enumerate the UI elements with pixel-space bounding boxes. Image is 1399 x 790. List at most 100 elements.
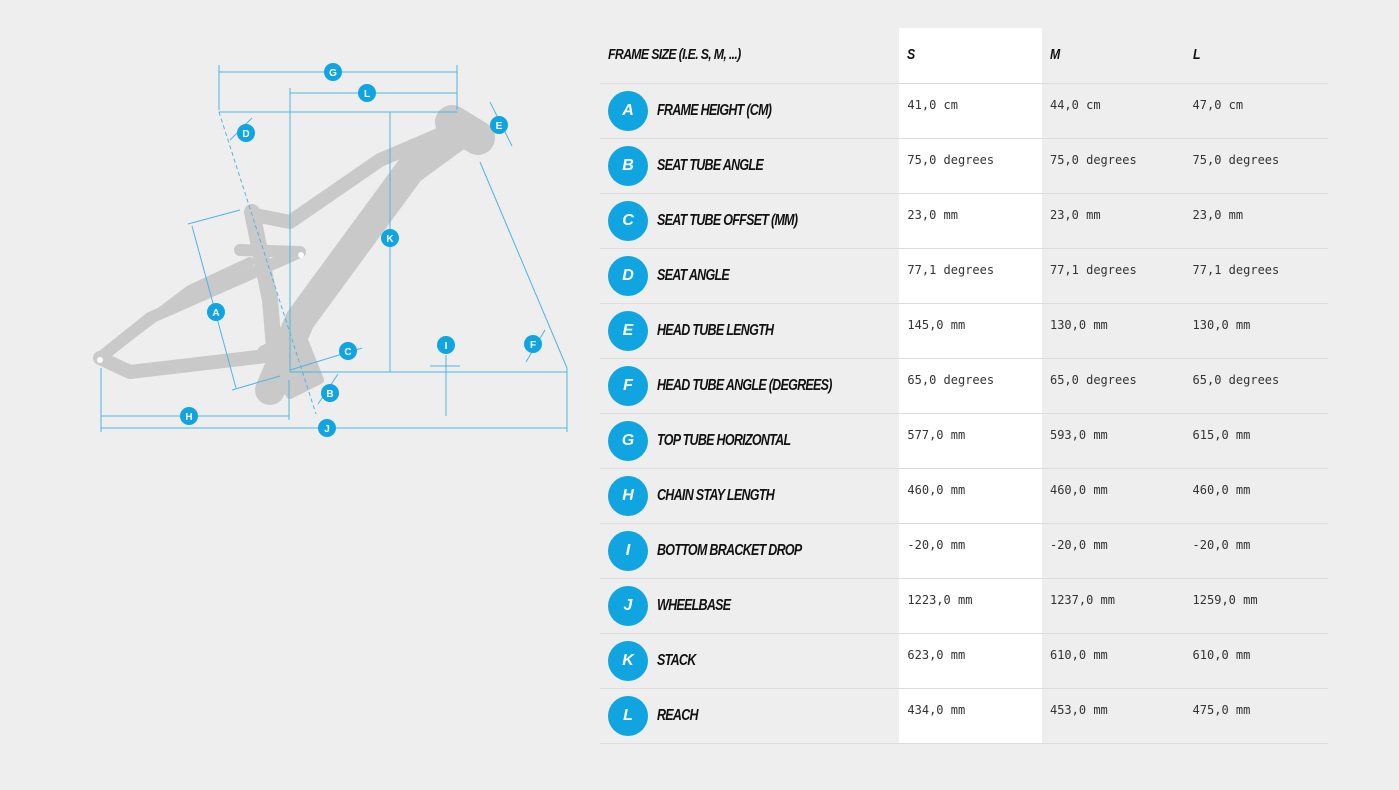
table-row: L REACH 434,0 mm 453,0 mm 475,0 mm — [600, 688, 1328, 743]
marker-c: C — [339, 342, 357, 360]
row-label: G TOP TUBE HORIZONTAL — [600, 413, 899, 468]
frame-geometry-diagram: G L D E K A C I F B H J — [93, 63, 568, 437]
row-label-wrap: K STACK — [608, 640, 899, 681]
svg-text:E: E — [496, 121, 503, 132]
value-size-l: 77,1 degrees — [1192, 262, 1280, 277]
table-row: J WHEELBASE 1223,0 mm 1237,0 mm 1259,0 mm — [600, 578, 1328, 633]
marker-h: H — [180, 407, 198, 425]
marker-b: B — [321, 384, 339, 402]
value-size-s: 145,0 mm — [899, 303, 1042, 358]
letter-badge: G — [608, 420, 648, 461]
marker-i: I — [437, 336, 455, 354]
letter-badge: F — [608, 365, 648, 406]
table-row: G TOP TUBE HORIZONTAL 577,0 mm 593,0 mm 615,… — [600, 413, 1328, 468]
svg-text:F: F — [530, 340, 536, 351]
value-size-l: 23,0 mm — [1192, 207, 1244, 222]
value-size-m: 23,0 mm — [1049, 207, 1101, 222]
measurement-name: WHEELBASE — [657, 596, 731, 614]
marker-e: E — [490, 116, 508, 134]
row-label: I BOTTOM BRACKET DROP — [600, 523, 899, 578]
value-size-l: 460,0 mm — [1192, 482, 1251, 497]
letter-badge: B — [608, 145, 648, 186]
letter-badge: H — [608, 475, 648, 516]
row-label: C SEAT TUBE OFFSET (MM) — [600, 193, 899, 248]
table-row: E HEAD TUBE LENGTH 145,0 mm 130,0 mm 130,0 m… — [600, 303, 1328, 358]
measurement-name: REACH — [657, 706, 699, 724]
marker-k: K — [381, 229, 399, 247]
row-label: J WHEELBASE — [600, 578, 899, 633]
measurement-name: SEAT TUBE ANGLE — [657, 156, 764, 174]
value-size-l: 47,0 cm — [1192, 97, 1244, 112]
geometry-table: FRAME SIZE (I.E. S, M, ...) S M L A FRAME… — [600, 28, 1328, 744]
measurement-name: FRAME HEIGHT (CM) — [657, 101, 772, 119]
size-s-header: S — [899, 28, 1042, 83]
svg-text:C: C — [344, 347, 351, 358]
value-size-m: 453,0 mm — [1049, 702, 1108, 717]
row-label: K STACK — [600, 633, 899, 688]
value-size-m: 77,1 degrees — [1049, 262, 1137, 277]
row-label-wrap: D SEAT ANGLE — [608, 255, 899, 296]
marker-a: A — [207, 303, 225, 321]
value-size-m: -20,0 mm — [1049, 537, 1108, 552]
svg-text:L: L — [364, 89, 370, 100]
letter-badge: A — [608, 90, 648, 131]
frame-size-header: FRAME SIZE (I.E. S, M, ...) — [608, 46, 741, 64]
geometry-table-body: A FRAME HEIGHT (CM) 41,0 cm 44,0 cm 47,0 cm B… — [600, 83, 1328, 743]
value-size-m: 593,0 mm — [1049, 427, 1108, 442]
value-size-m: 1237,0 mm — [1049, 592, 1115, 607]
value-size-s: 77,1 degrees — [899, 248, 1042, 303]
measurement-name: HEAD TUBE ANGLE (DEGREES) — [657, 376, 832, 394]
letter-badge: D — [608, 255, 648, 296]
marker-g: G — [324, 63, 342, 81]
size-m-header: M — [1049, 46, 1060, 64]
row-label-wrap: H CHAIN STAY LENGTH — [608, 475, 899, 516]
value-size-s: 65,0 degrees — [899, 358, 1042, 413]
row-label-wrap: E HEAD TUBE LENGTH — [608, 310, 899, 351]
measurement-name: TOP TUBE HORIZONTAL — [657, 431, 791, 449]
marker-j: J — [318, 419, 336, 437]
bike-frame-icon — [93, 105, 495, 405]
letter-badge: C — [608, 200, 648, 241]
table-row: D SEAT ANGLE 77,1 degrees 77,1 degrees 77,1 … — [600, 248, 1328, 303]
measurement-name: HEAD TUBE LENGTH — [657, 321, 774, 339]
row-label: A FRAME HEIGHT (CM) — [600, 83, 899, 138]
svg-text:K: K — [386, 234, 394, 245]
row-label-wrap: F HEAD TUBE ANGLE (DEGREES) — [608, 365, 899, 406]
pivot-icon — [298, 252, 304, 258]
value-size-s: 1223,0 mm — [899, 578, 1042, 633]
measurement-name: CHAIN STAY LENGTH — [657, 486, 775, 504]
row-label: H CHAIN STAY LENGTH — [600, 468, 899, 523]
row-label-wrap: B SEAT TUBE ANGLE — [608, 145, 899, 186]
value-size-l: 65,0 degrees — [1192, 372, 1280, 387]
value-size-s: 75,0 degrees — [899, 138, 1042, 193]
row-label-wrap: A FRAME HEIGHT (CM) — [608, 90, 899, 131]
value-size-m: 460,0 mm — [1049, 482, 1108, 497]
value-size-m: 75,0 degrees — [1049, 152, 1137, 167]
value-size-m: 44,0 cm — [1049, 97, 1101, 112]
svg-text:B: B — [326, 389, 333, 400]
letter-badge: E — [608, 310, 648, 351]
svg-text:A: A — [212, 308, 219, 319]
table-row: C SEAT TUBE OFFSET (MM) 23,0 mm 23,0 mm 23,0… — [600, 193, 1328, 248]
value-size-l: 1259,0 mm — [1192, 592, 1258, 607]
svg-text:I: I — [445, 341, 448, 352]
value-size-s: 460,0 mm — [899, 468, 1042, 523]
value-size-l: 130,0 mm — [1192, 317, 1251, 332]
measurement-name: STACK — [657, 651, 696, 669]
svg-text:D: D — [242, 129, 249, 140]
value-size-l: -20,0 mm — [1192, 537, 1251, 552]
measurement-name: SEAT ANGLE — [657, 266, 730, 284]
table-row: F HEAD TUBE ANGLE (DEGREES) 65,0 degrees 65… — [600, 358, 1328, 413]
value-size-m: 130,0 mm — [1049, 317, 1108, 332]
svg-text:H: H — [185, 412, 192, 423]
row-label: D SEAT ANGLE — [600, 248, 899, 303]
letter-badge: K — [608, 640, 648, 681]
value-size-l: 610,0 mm — [1192, 647, 1251, 662]
value-size-m: 610,0 mm — [1049, 647, 1108, 662]
row-label-wrap: C SEAT TUBE OFFSET (MM) — [608, 200, 899, 241]
row-label-wrap: I BOTTOM BRACKET DROP — [608, 530, 899, 571]
value-size-s: 41,0 cm — [899, 83, 1042, 138]
measurement-name: SEAT TUBE OFFSET (MM) — [657, 211, 798, 229]
value-size-l: 75,0 degrees — [1192, 152, 1280, 167]
table-row: H CHAIN STAY LENGTH 460,0 mm 460,0 mm 460,0 … — [600, 468, 1328, 523]
